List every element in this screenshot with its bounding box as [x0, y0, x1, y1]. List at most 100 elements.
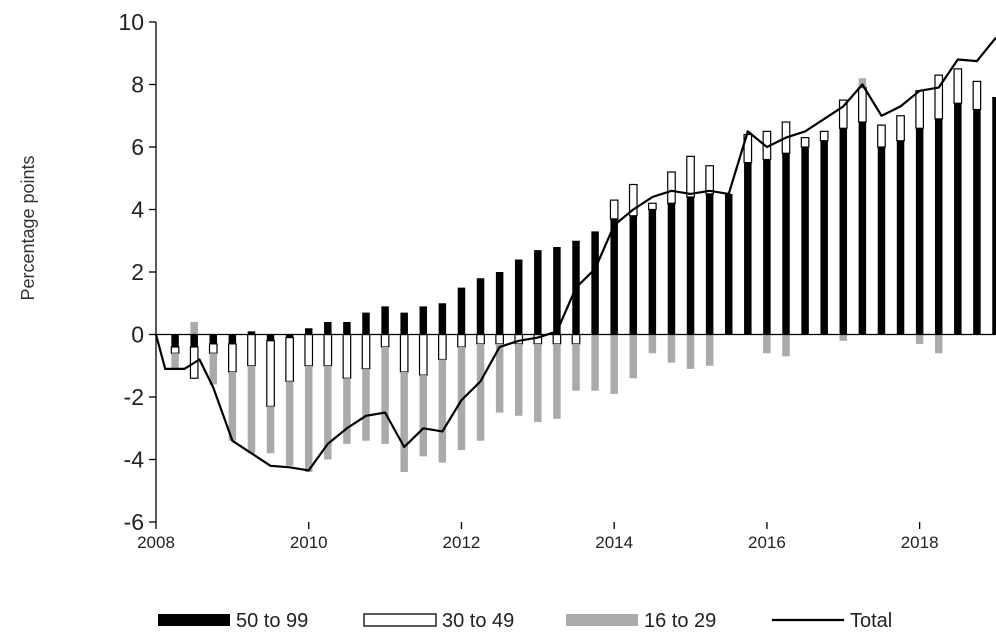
y-tick-label: 8 — [131, 72, 144, 98]
legend: 50 to 99 30 to 49 16 to 29 Total — [158, 610, 892, 632]
bar-50-to-99 — [419, 306, 428, 335]
bar-50-to-99 — [247, 331, 256, 335]
bar-50-to-99 — [839, 128, 848, 335]
bar-16-to-29 — [705, 334, 714, 366]
bar-50-to-99 — [934, 118, 943, 335]
bar-50-to-99 — [553, 247, 561, 335]
bar-50-to-99 — [782, 153, 790, 335]
bar-16-to-29 — [228, 372, 237, 441]
bar-30-to-49 — [686, 155, 695, 198]
bar-30-to-49 — [648, 202, 657, 211]
bar-16-to-29 — [285, 381, 294, 466]
bar-16-to-29 — [763, 334, 771, 354]
legend-swatch — [363, 613, 437, 627]
bars-group — [170, 68, 996, 472]
bar-16-to-29 — [438, 359, 447, 463]
bar-50-to-99 — [686, 197, 695, 335]
bar-30-to-49 — [266, 340, 275, 407]
legend-label: Total — [850, 610, 892, 632]
x-tick-label: 2010 — [290, 533, 328, 552]
bar-50-to-99 — [705, 193, 714, 335]
bar-16-to-29 — [514, 343, 523, 416]
bar-50-to-99 — [343, 322, 351, 335]
bar-30-to-49 — [438, 333, 447, 361]
total-line — [154, 36, 996, 472]
bar-50-to-99 — [381, 306, 389, 335]
bar-50-to-99 — [992, 97, 996, 335]
bar-16-to-29 — [171, 353, 179, 369]
bar-16-to-29 — [686, 334, 695, 369]
bar-16-to-29 — [362, 368, 370, 441]
bar-30-to-49 — [877, 124, 886, 148]
bar-50-to-99 — [362, 312, 370, 335]
bar-16-to-29 — [648, 334, 657, 354]
y-tick-label: -4 — [124, 447, 145, 473]
bar-30-to-49 — [399, 333, 409, 373]
x-tick-label: 2008 — [137, 533, 175, 552]
bar-50-to-99 — [534, 250, 542, 335]
bar-30-to-49 — [819, 130, 829, 142]
bar-16-to-29 — [247, 365, 256, 454]
y-ticks-group: -6 -4 -2 0 2 4 6 8 10 — [118, 9, 156, 535]
bar-50-to-99 — [667, 203, 676, 335]
bar-50-to-99 — [610, 218, 618, 335]
bar-16-to-29 — [381, 347, 389, 444]
bar-30-to-49 — [934, 74, 944, 120]
bar-50-to-99 — [648, 209, 657, 335]
bar-50-to-99 — [858, 122, 867, 335]
bar-30-to-49 — [609, 199, 619, 220]
bar-16-to-29 — [915, 334, 924, 344]
bar-30-to-49 — [896, 115, 905, 142]
bar-16-to-29 — [858, 78, 867, 88]
bar-30-to-49 — [418, 333, 428, 376]
bar-30-to-49 — [953, 68, 963, 104]
bar-30-to-49 — [247, 333, 256, 367]
bar-30-to-49 — [495, 333, 504, 345]
y-tick-label: 2 — [131, 259, 144, 285]
bar-50-to-99 — [744, 162, 752, 335]
bar-16-to-29 — [495, 343, 504, 413]
bar-50-to-99 — [954, 103, 962, 335]
y-axis-label: Percentage points — [18, 155, 38, 300]
bar-50-to-99 — [896, 140, 905, 335]
bar-30-to-49 — [228, 343, 237, 373]
bar-16-to-29 — [304, 365, 313, 472]
x-tick-label: 2014 — [595, 533, 633, 552]
bar-16-to-29 — [324, 365, 332, 460]
bar-50-to-99 — [228, 334, 237, 344]
bar-30-to-49 — [858, 87, 867, 123]
bar-30-to-49 — [628, 183, 638, 217]
bar-16-to-29 — [209, 353, 218, 385]
bar-50-to-99 — [495, 272, 504, 335]
bar-16-to-29 — [553, 343, 561, 419]
bar-50-to-99 — [591, 231, 599, 335]
bar-50-to-99 — [438, 303, 447, 335]
bar-16-to-29 — [782, 334, 790, 357]
bar-16-to-29 — [476, 343, 485, 441]
bar-16-to-29 — [610, 334, 618, 394]
bar-30-to-49 — [476, 333, 485, 345]
bar-16-to-29 — [534, 343, 542, 422]
bar-50-to-99 — [476, 278, 485, 335]
bar-30-to-49 — [972, 80, 982, 111]
bar-30-to-49 — [552, 333, 562, 345]
bar-16-to-29 — [457, 347, 466, 451]
y-tick-label: 10 — [118, 9, 144, 35]
legend-label: 16 to 29 — [644, 610, 716, 632]
bar-50-to-99 — [171, 334, 179, 347]
bar-30-to-49 — [838, 99, 848, 129]
bar-50-to-99 — [324, 322, 332, 335]
bar-30-to-49 — [323, 333, 333, 367]
bar-16-to-29 — [934, 334, 943, 354]
bar-50-to-99 — [724, 193, 733, 335]
bar-50-to-99 — [514, 259, 523, 335]
bar-16-to-29 — [839, 334, 848, 341]
bar-16-to-29 — [266, 406, 275, 454]
x-tick-label: 2016 — [748, 533, 786, 552]
bar-50-to-99 — [285, 334, 294, 338]
x-tick-label: 2018 — [901, 533, 939, 552]
bar-50-to-99 — [877, 147, 886, 335]
y-tick-label: 6 — [131, 134, 144, 160]
bar-30-to-49 — [285, 337, 294, 382]
